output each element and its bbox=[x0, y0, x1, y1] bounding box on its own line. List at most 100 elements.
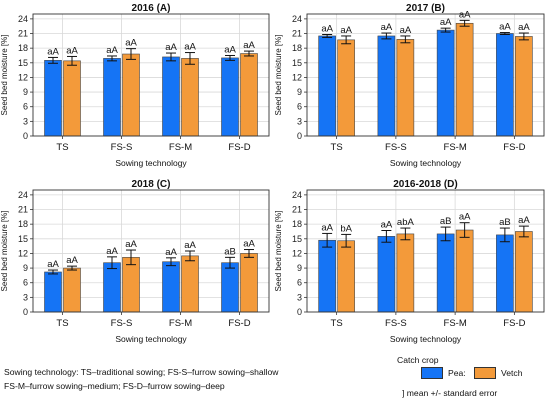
x-tick-label: FS-D bbox=[228, 142, 250, 153]
chart-title: 2016 (A) bbox=[132, 3, 171, 14]
bar-pea bbox=[377, 35, 396, 137]
bar-vetch bbox=[515, 36, 533, 137]
y-tick-label: 9 bbox=[23, 87, 28, 97]
bar-vetch bbox=[337, 240, 355, 313]
significance-label: aA bbox=[459, 9, 471, 20]
x-tick-label: FS-D bbox=[503, 318, 525, 329]
y-tick-label: 3 bbox=[297, 116, 302, 126]
y-tick-label: 9 bbox=[297, 87, 302, 97]
significance-label: aA bbox=[340, 25, 352, 36]
y-tick-label: 9 bbox=[23, 263, 28, 273]
bar-vetch bbox=[240, 53, 258, 137]
significance-label: aB bbox=[440, 216, 452, 227]
y-tick-label: 6 bbox=[297, 278, 302, 288]
y-axis-label: Seed bed moisture [%] bbox=[0, 211, 9, 292]
significance-label: aA bbox=[47, 46, 59, 57]
significance-label: aA bbox=[243, 239, 255, 250]
x-tick-label: FS-S bbox=[385, 318, 407, 329]
legend-swatch-pea bbox=[421, 367, 443, 379]
legend-se-note: ] mean +/- standard error bbox=[402, 388, 498, 398]
y-tick-label: 24 bbox=[292, 190, 302, 200]
significance-label: aB bbox=[224, 246, 236, 257]
bar-pea bbox=[221, 57, 239, 137]
significance-label: aB bbox=[499, 217, 511, 228]
x-axis-label: Sowing technology bbox=[390, 158, 462, 168]
significance-label: aA bbox=[106, 45, 118, 56]
y-tick-label: 15 bbox=[292, 58, 302, 68]
significance-label: aA bbox=[224, 44, 236, 55]
y-tick-label: 0 bbox=[23, 307, 28, 317]
bar-vetch bbox=[515, 231, 533, 313]
bar-vetch bbox=[455, 229, 474, 313]
plot-frame bbox=[32, 189, 270, 313]
footnote-line-2: FS-M–furrow sowing–medium; FS-D–furrow s… bbox=[4, 381, 225, 391]
legend-label-vetch: Vetch bbox=[501, 368, 523, 378]
significance-label: aA bbox=[400, 25, 412, 36]
significance-label: aA bbox=[125, 38, 137, 49]
y-tick-label: 21 bbox=[18, 205, 28, 215]
bar-vetch bbox=[122, 53, 140, 137]
bar-vetch bbox=[63, 267, 81, 313]
y-tick-label: 21 bbox=[18, 29, 28, 39]
bar-pea bbox=[318, 35, 336, 137]
x-tick-label: FS-S bbox=[111, 318, 133, 329]
significance-label: aA bbox=[66, 255, 78, 266]
bar-vetch bbox=[396, 233, 415, 313]
y-tick-label: 9 bbox=[297, 263, 302, 273]
bar-pea bbox=[496, 234, 514, 313]
significance-label: bA bbox=[340, 223, 352, 234]
bar-vetch bbox=[396, 39, 415, 137]
x-axis-label: Sowing technology bbox=[115, 158, 187, 168]
chart-title: 2016-2018 (D) bbox=[393, 179, 457, 190]
x-axis-label: Sowing technology bbox=[390, 334, 462, 344]
bar-vetch bbox=[240, 253, 258, 313]
bar-pea bbox=[221, 262, 239, 313]
x-tick-label: FS-M bbox=[444, 318, 467, 329]
x-tick-label: FS-S bbox=[111, 142, 133, 153]
y-tick-label: 6 bbox=[23, 278, 28, 288]
bar-vetch bbox=[63, 60, 81, 137]
y-tick-label: 12 bbox=[18, 72, 28, 82]
bar-pea bbox=[103, 58, 121, 137]
x-tick-label: FS-D bbox=[503, 142, 525, 153]
chart-panel-3: 0 3 6 9 12 15 18 21 24 aA aA aA aB aA aA aA aA TS FS-S FS-M… bbox=[0, 179, 270, 344]
y-tick-label: 12 bbox=[18, 248, 28, 258]
y-tick-label: 6 bbox=[297, 102, 302, 112]
significance-label: aA bbox=[184, 42, 196, 53]
x-tick-label: TS bbox=[331, 142, 343, 153]
x-tick-label: FS-M bbox=[169, 318, 192, 329]
bar-pea bbox=[103, 262, 121, 313]
y-tick-label: 3 bbox=[297, 292, 302, 302]
y-tick-label: 18 bbox=[292, 219, 302, 229]
y-tick-label: 21 bbox=[292, 29, 302, 39]
significance-label: abA bbox=[397, 217, 415, 228]
y-tick-label: 12 bbox=[292, 248, 302, 258]
y-tick-label: 0 bbox=[297, 307, 302, 317]
x-tick-label: FS-D bbox=[228, 318, 250, 329]
y-tick-label: 0 bbox=[23, 131, 28, 141]
bar-vetch bbox=[122, 257, 140, 313]
y-tick-label: 24 bbox=[18, 190, 28, 200]
y-tick-label: 18 bbox=[292, 43, 302, 53]
x-tick-label: TS bbox=[56, 318, 68, 329]
significance-label: aA bbox=[381, 22, 393, 33]
significance-label: aA bbox=[106, 246, 118, 257]
significance-label: aA bbox=[459, 212, 471, 223]
y-tick-label: 18 bbox=[18, 43, 28, 53]
bar-pea bbox=[496, 33, 514, 137]
y-tick-label: 21 bbox=[292, 205, 302, 215]
y-axis-label: Seed bed moisture [%] bbox=[274, 35, 283, 116]
legend-label-pea: Pea: bbox=[448, 368, 466, 378]
y-axis-label: Seed bed moisture [%] bbox=[0, 35, 9, 116]
y-tick-label: 15 bbox=[18, 58, 28, 68]
bar-pea bbox=[162, 261, 180, 313]
bar-pea bbox=[377, 236, 396, 313]
bar-pea bbox=[436, 233, 455, 313]
significance-label: aA bbox=[440, 17, 452, 28]
chart-title: 2018 (C) bbox=[132, 179, 171, 190]
y-tick-label: 15 bbox=[18, 234, 28, 244]
x-tick-label: TS bbox=[56, 142, 68, 153]
y-tick-label: 3 bbox=[23, 292, 28, 302]
significance-label: aA bbox=[47, 259, 59, 270]
